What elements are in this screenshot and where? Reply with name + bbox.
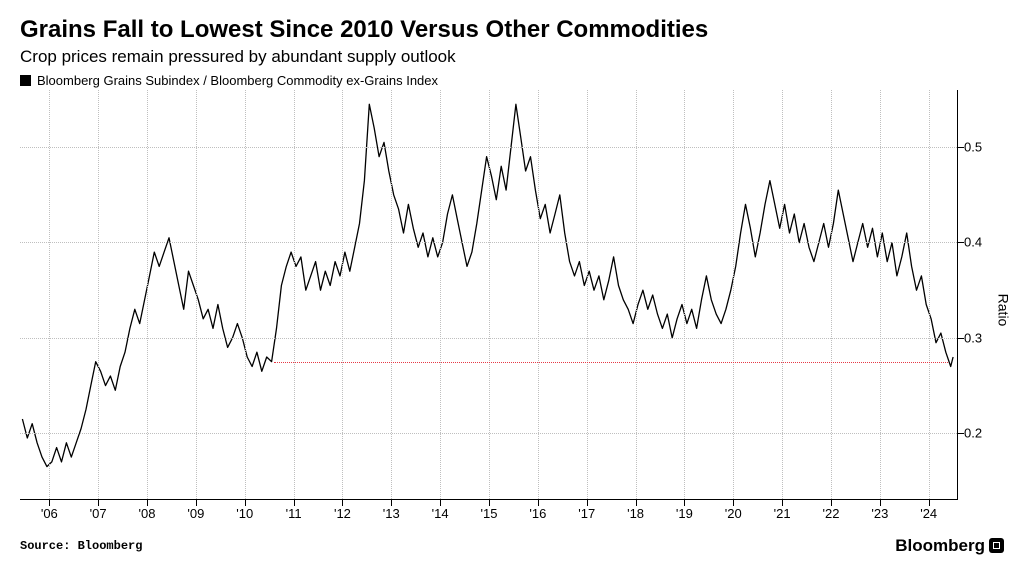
x-tick-label: '19	[676, 506, 693, 521]
y-axis-title: Ratio	[996, 293, 1012, 326]
x-tick-label: '23	[871, 506, 888, 521]
x-tick-label: '22	[822, 506, 839, 521]
brand-label: Bloomberg	[895, 536, 1004, 556]
x-tick-label: '16	[529, 506, 546, 521]
x-tick-label: '24	[920, 506, 937, 521]
x-tick-label: '18	[627, 506, 644, 521]
x-tick-label: '07	[90, 506, 107, 521]
footer: Source: Bloomberg Bloomberg	[20, 536, 1004, 556]
chart-subtitle: Crop prices remain pressured by abundant…	[20, 47, 1004, 67]
legend-label: Bloomberg Grains Subindex / Bloomberg Co…	[37, 73, 438, 88]
x-tick-label: '20	[725, 506, 742, 521]
x-tick-label: '13	[383, 506, 400, 521]
x-tick-label: '06	[41, 506, 58, 521]
chart-title: Grains Fall to Lowest Since 2010 Versus …	[20, 16, 1004, 45]
brand-text: Bloomberg	[895, 536, 985, 556]
x-tick-label: '11	[286, 506, 302, 521]
x-tick-label: '08	[139, 506, 156, 521]
chart-container: Ratio 0.20.30.40.5'06'07'08'09'10'11'12'…	[20, 90, 1004, 530]
y-tick-label: 0.4	[964, 235, 982, 250]
source-label: Source: Bloomberg	[20, 539, 142, 553]
legend: Bloomberg Grains Subindex / Bloomberg Co…	[20, 73, 1004, 88]
x-tick-label: '10	[236, 506, 253, 521]
x-tick-label: '14	[432, 506, 449, 521]
x-tick-label: '12	[334, 506, 351, 521]
x-tick-label: '21	[774, 506, 791, 521]
y-tick-label: 0.3	[964, 330, 982, 345]
x-tick-label: '15	[481, 506, 498, 521]
brand-icon	[989, 538, 1004, 553]
x-tick-label: '17	[578, 506, 595, 521]
legend-swatch	[20, 75, 31, 86]
plot-area	[20, 90, 958, 500]
y-tick-label: 0.5	[964, 140, 982, 155]
x-tick-label: '09	[187, 506, 204, 521]
y-tick-label: 0.2	[964, 426, 982, 441]
